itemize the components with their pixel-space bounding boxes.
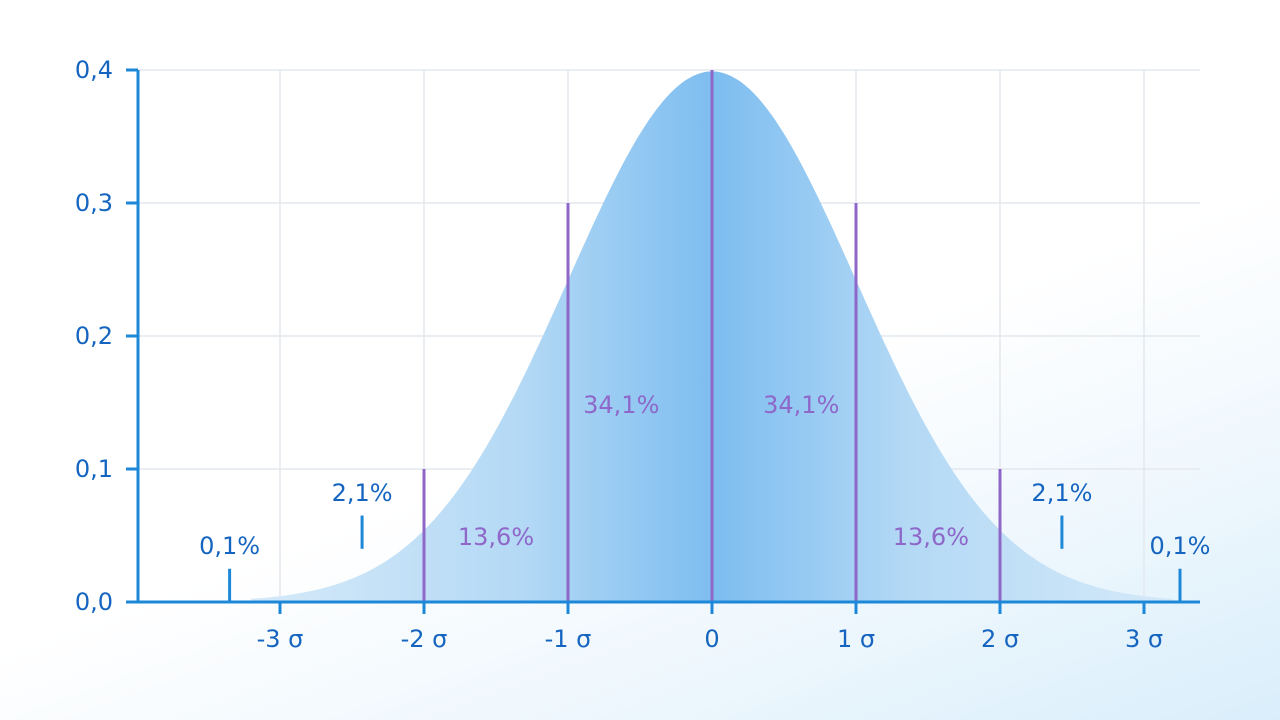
y-tick-label: 0,3 — [75, 189, 113, 217]
x-tick-label: 2 σ — [981, 625, 1019, 653]
y-tick-label: 0,1 — [75, 455, 113, 483]
region-percent-label: 13,6% — [458, 523, 534, 551]
x-tick-label: -3 σ — [257, 625, 304, 653]
x-tick-label: 1 σ — [837, 625, 875, 653]
y-tick-label: 0,0 — [75, 588, 113, 616]
x-tick-label: -1 σ — [545, 625, 592, 653]
x-tick-label: 3 σ — [1125, 625, 1163, 653]
x-tick-label: -2 σ — [401, 625, 448, 653]
y-tick-label: 0,2 — [75, 322, 113, 350]
region-percent-label: 2,1% — [332, 479, 393, 507]
tail-percent-label: 0,1% — [1150, 532, 1211, 560]
tail-percent-label: 0,1% — [199, 532, 260, 560]
labels: 0,0 0,1 0,2 0,3 0,4 -3 σ -2 σ -1 σ 0 1 σ 2 σ 3 σ 2,1… — [75, 56, 1211, 653]
region-percent-label: 2,1% — [1031, 479, 1092, 507]
axes — [126, 68, 1200, 614]
y-tick-label: 0,4 — [75, 56, 113, 84]
region-percent-label: 13,6% — [893, 523, 969, 551]
sigma-dividers — [422, 70, 1002, 602]
x-tick-label: 0 — [704, 625, 719, 653]
region-percent-label: 34,1% — [763, 391, 839, 419]
region-percent-label: 34,1% — [583, 391, 659, 419]
